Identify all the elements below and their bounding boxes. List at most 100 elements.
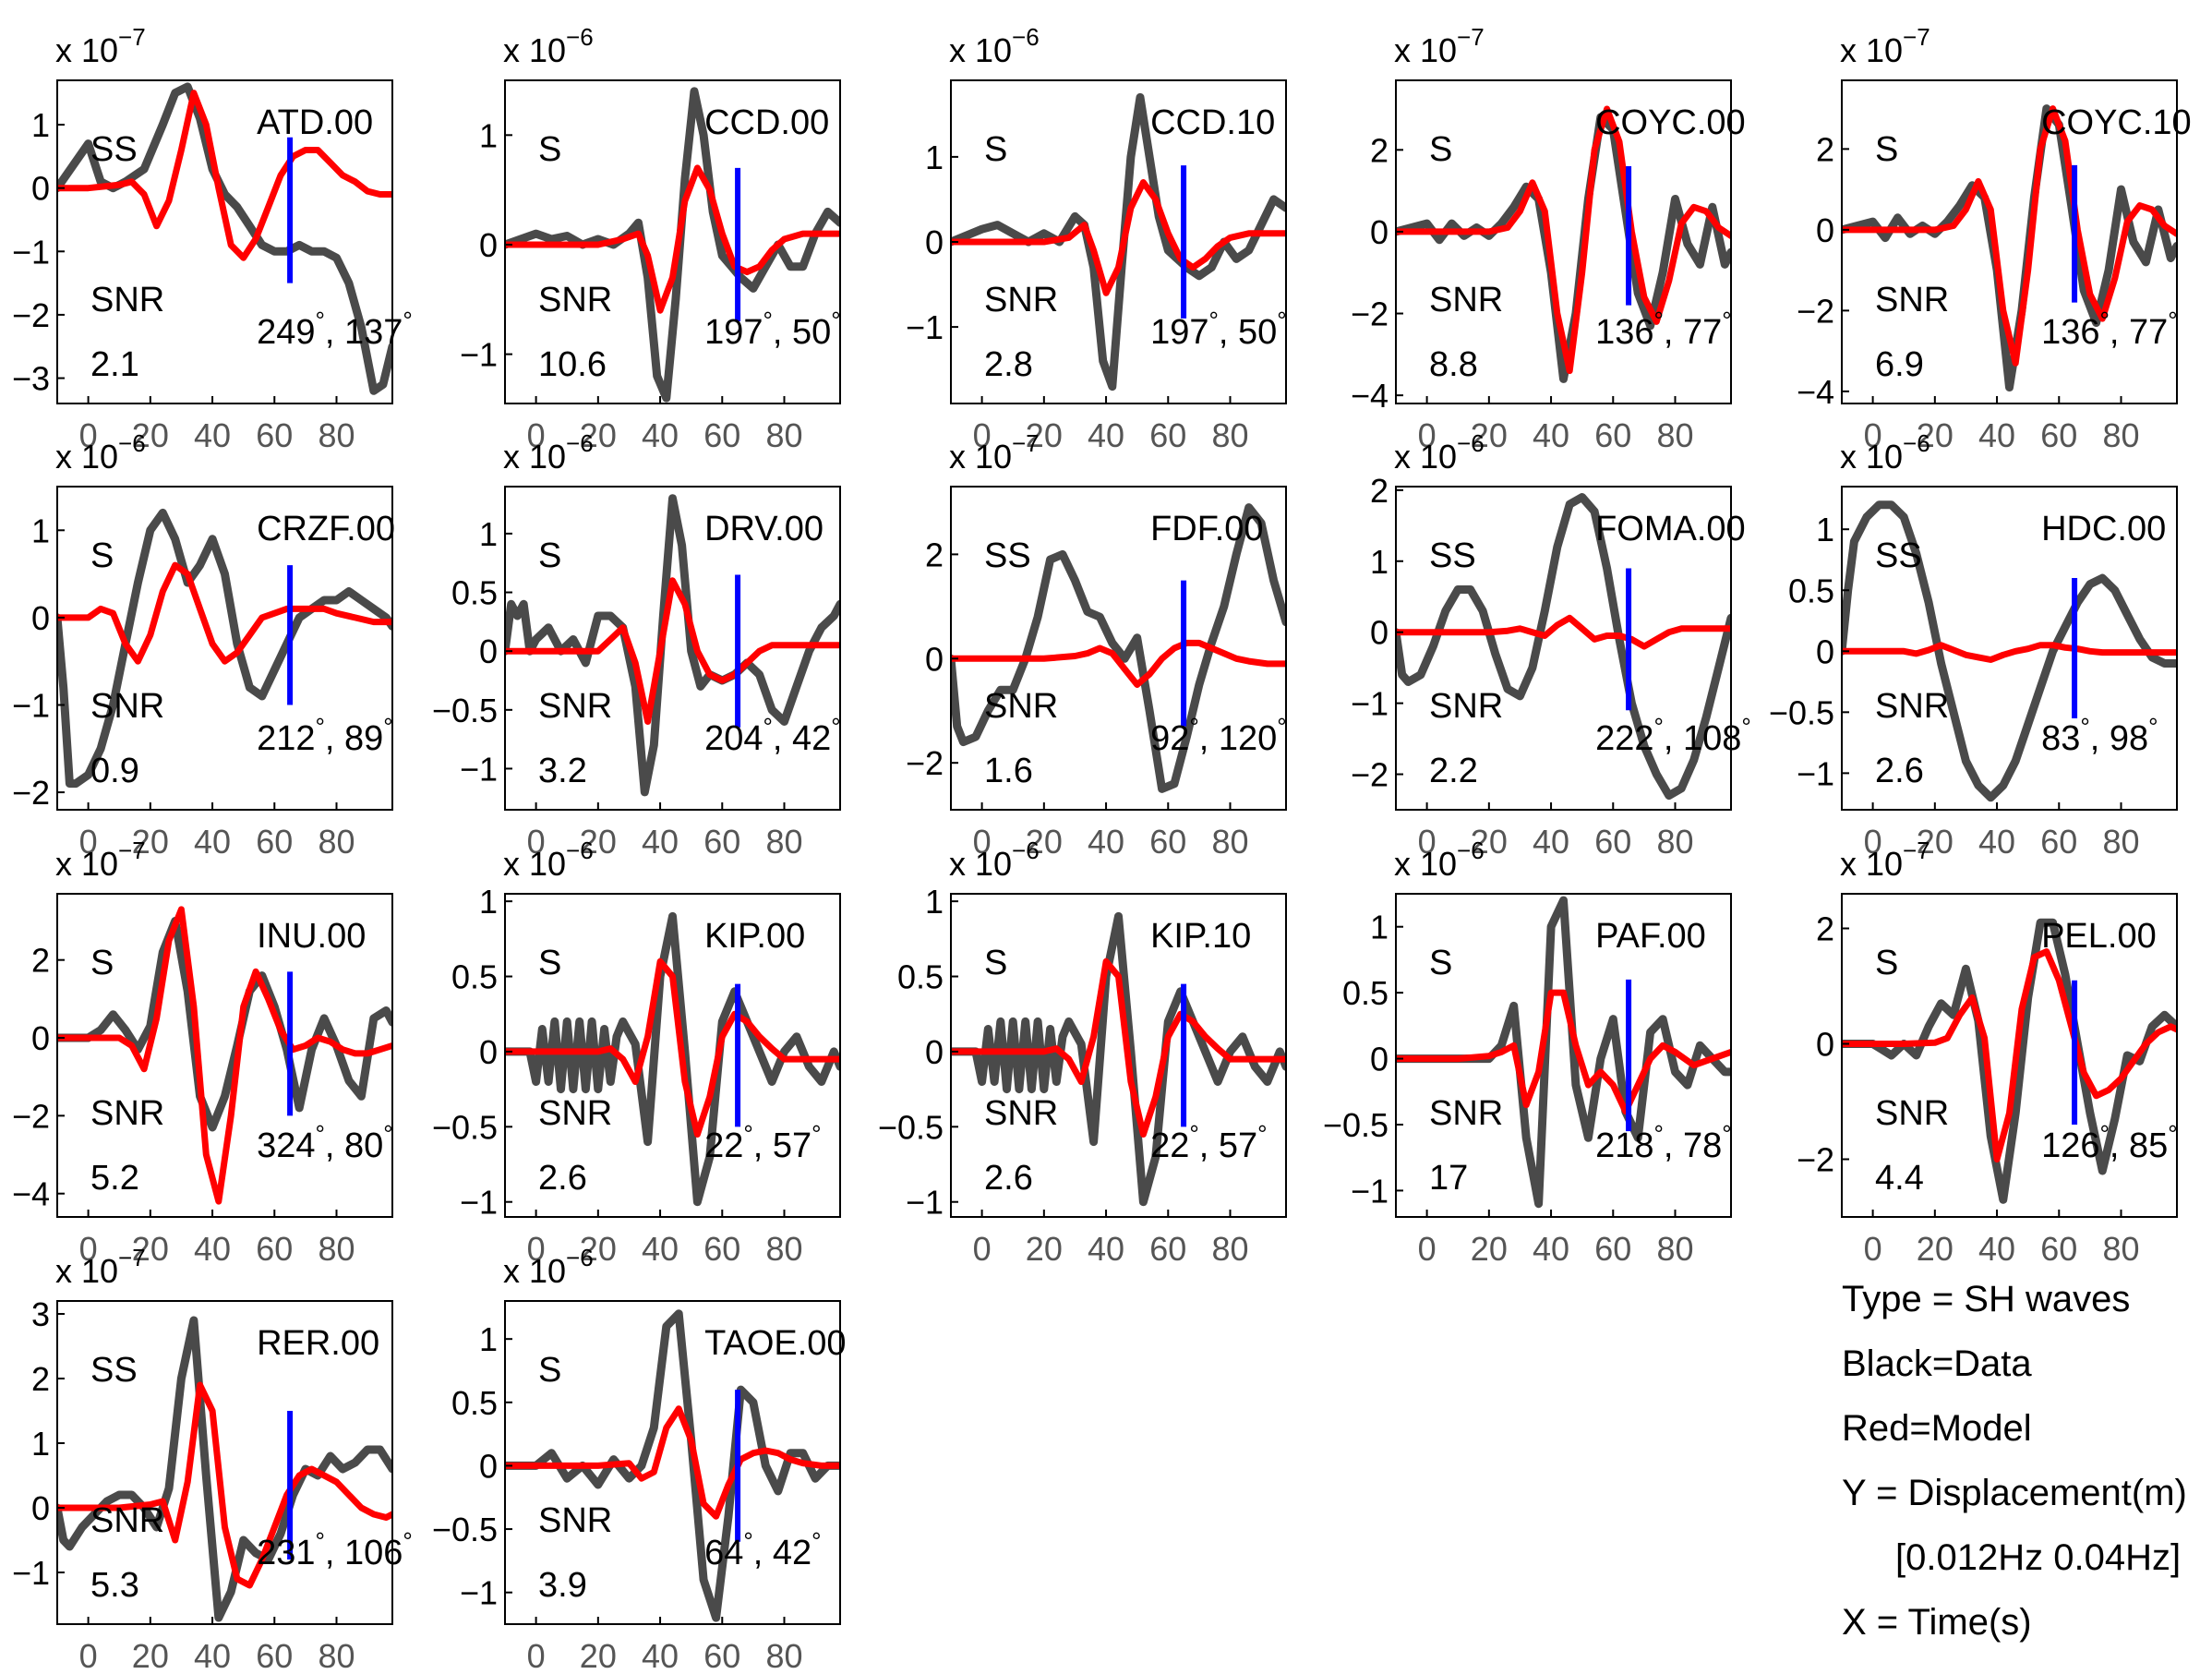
x-tick-label: 0 bbox=[527, 416, 546, 454]
separator: , bbox=[2110, 313, 2129, 352]
x-tick-label: 80 bbox=[1211, 416, 1248, 454]
y-scale-multiplier: x 10−7 bbox=[1840, 837, 1930, 883]
x-tick-label: 20 bbox=[1471, 1230, 1508, 1268]
model-trace bbox=[951, 639, 1286, 688]
multiplier-base: x 10 bbox=[503, 1252, 566, 1290]
multiplier-base: x 10 bbox=[1840, 438, 1903, 476]
x-tick-label: 80 bbox=[1211, 823, 1248, 861]
azimuth-distance: 64°, 42° bbox=[704, 1527, 822, 1572]
y-tick-label: −1 bbox=[906, 308, 944, 346]
azimuth-value: 324 bbox=[257, 1126, 315, 1165]
degree-symbol: ° bbox=[383, 713, 392, 741]
multiplier-base: x 10 bbox=[503, 31, 566, 69]
y-scale-multiplier: x 10−7 bbox=[55, 837, 146, 883]
multiplier-base: x 10 bbox=[949, 438, 1012, 476]
x-tick-label: 20 bbox=[580, 416, 617, 454]
separator: , bbox=[1664, 1126, 1683, 1165]
axes-frame bbox=[1841, 79, 2178, 404]
snr-label: SNR bbox=[984, 1094, 1058, 1133]
degree-symbol: ° bbox=[1722, 307, 1731, 334]
axes-frame bbox=[504, 1300, 841, 1625]
phase-label: SS bbox=[90, 1351, 138, 1390]
multiplier-exponent: −7 bbox=[1457, 23, 1485, 51]
y-tick-label: −2 bbox=[906, 744, 944, 782]
station-label: COYC.10 bbox=[2041, 103, 2192, 142]
multiplier-exponent: −7 bbox=[1012, 429, 1040, 457]
x-tick-label: 40 bbox=[642, 823, 679, 861]
y-tick-label: 2 bbox=[925, 536, 944, 573]
y-tick-label: −1 bbox=[460, 1184, 498, 1222]
x-tick-label: 60 bbox=[1594, 1230, 1631, 1268]
waveform-panel: 1 0.5 0 −0.5 −1 0 20 40 60 80 x 10−6 PAF.00 S SNR 17 21… bbox=[1323, 837, 1732, 1268]
distance-value: 120 bbox=[1219, 719, 1277, 758]
y-tick-label: −1 bbox=[12, 1554, 50, 1592]
x-tick-label: 0 bbox=[79, 1637, 98, 1674]
y-tick-label: −1 bbox=[460, 1574, 498, 1612]
y-scale-multiplier: x 10−6 bbox=[1394, 837, 1485, 883]
azimuth-value: 22 bbox=[1150, 1126, 1189, 1165]
degree-symbol: ° bbox=[315, 1120, 324, 1148]
y-tick-label: −1 bbox=[12, 686, 50, 724]
y-tick-label: 1 bbox=[925, 883, 944, 921]
model-trace bbox=[1842, 642, 2177, 663]
model-trace bbox=[57, 561, 392, 665]
snr-label: SNR bbox=[538, 1501, 612, 1540]
station-label: KIP.10 bbox=[1150, 917, 1251, 956]
y-scale-multiplier: x 10−6 bbox=[949, 837, 1040, 883]
x-tick-label: 20 bbox=[1917, 1230, 1954, 1268]
data-trace bbox=[1842, 918, 2177, 1204]
multiplier-base: x 10 bbox=[55, 438, 118, 476]
degree-symbol: ° bbox=[763, 713, 772, 741]
x-tick-label: 0 bbox=[527, 1230, 546, 1268]
x-tick-label: 80 bbox=[318, 1637, 355, 1674]
y-tick-label: −0.5 bbox=[1769, 693, 1834, 731]
separator: , bbox=[2110, 1126, 2129, 1165]
x-tick-label: 40 bbox=[1088, 823, 1124, 861]
y-tick-label: −0.5 bbox=[432, 692, 498, 729]
x-tick-label: 40 bbox=[194, 1637, 231, 1674]
axes-frame bbox=[950, 893, 1287, 1218]
y-tick-label: 1 bbox=[31, 1425, 50, 1463]
y-tick-label: 1 bbox=[31, 106, 50, 144]
y-scale-multiplier: x 10−6 bbox=[503, 1244, 594, 1290]
separator: , bbox=[753, 1126, 773, 1165]
x-tick-label: 80 bbox=[318, 416, 355, 454]
y-scale-multiplier: x 10−7 bbox=[1840, 23, 1930, 69]
y-tick-label: 0.5 bbox=[1788, 572, 1834, 609]
waveform-panel: 1 0 −1 −2 −3 0 20 40 60 80 x 10−7 ATD.00 SS SNR 2.1 249… bbox=[12, 23, 413, 454]
degree-symbol: ° bbox=[2168, 1120, 2177, 1148]
station-label: CRZF.00 bbox=[257, 510, 395, 548]
y-tick-label: −0.5 bbox=[1323, 1106, 1389, 1144]
legend-red: Red=Model bbox=[1842, 1408, 2032, 1449]
azimuth-distance: 22°, 57° bbox=[704, 1120, 822, 1165]
x-tick-label: 0 bbox=[79, 416, 98, 454]
x-tick-label: 80 bbox=[2102, 823, 2139, 861]
azimuth-value: 204 bbox=[704, 719, 763, 758]
azimuth-value: 92 bbox=[1150, 719, 1189, 758]
x-tick-label: 20 bbox=[132, 823, 169, 861]
y-tick-label: 0 bbox=[1370, 1041, 1389, 1078]
waveform-panel: 1 0.5 0 −0.5 −1 0 20 40 60 80 x 10−6 TAOE.00 S SNR 3.9… bbox=[432, 1244, 847, 1674]
y-tick-label: 0.5 bbox=[897, 958, 944, 996]
snr-label: SNR bbox=[1429, 281, 1503, 319]
distance-value: 50 bbox=[1238, 313, 1277, 352]
y-tick-label: 0 bbox=[925, 1033, 944, 1071]
phase-label: S bbox=[1429, 944, 1452, 982]
azimuth-value: 249 bbox=[257, 313, 315, 352]
degree-symbol: ° bbox=[1189, 1120, 1198, 1148]
multiplier-base: x 10 bbox=[55, 845, 118, 883]
x-tick-label: 40 bbox=[642, 1637, 679, 1674]
station-label: TAOE.00 bbox=[704, 1324, 846, 1363]
snr-value: 8.8 bbox=[1429, 345, 1478, 384]
axes-frame bbox=[1395, 486, 1732, 811]
x-tick-label: 40 bbox=[642, 416, 679, 454]
station-label: CCD.10 bbox=[1150, 103, 1275, 142]
x-tick-label: 40 bbox=[1978, 1230, 2015, 1268]
axes-frame bbox=[1395, 893, 1732, 1218]
legend-band: [0.012Hz 0.04Hz] bbox=[1895, 1537, 2182, 1578]
model-trace bbox=[57, 906, 392, 1205]
snr-value: 17 bbox=[1429, 1159, 1468, 1198]
degree-symbol: ° bbox=[1653, 713, 1663, 741]
x-tick-label: 20 bbox=[1471, 823, 1508, 861]
snr-value: 6.9 bbox=[1875, 345, 1924, 384]
